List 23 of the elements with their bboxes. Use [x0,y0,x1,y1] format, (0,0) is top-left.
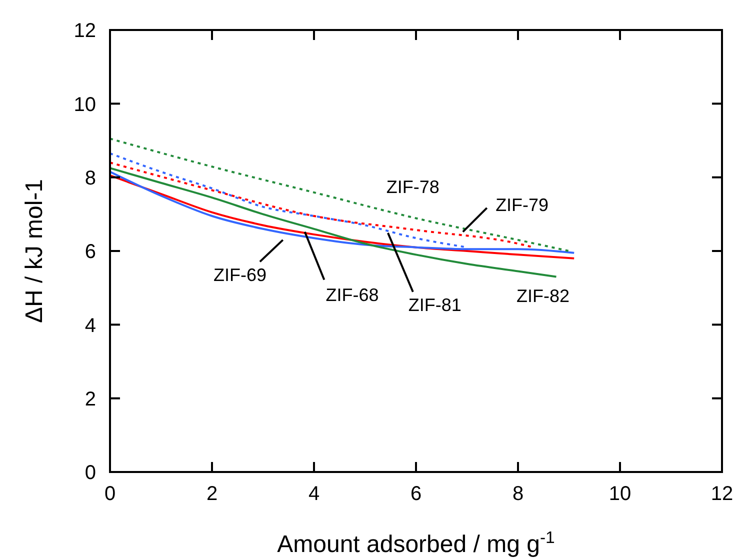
x-tick-label: 0 [104,483,116,506]
y-axis-title: ΔH / kJ mol-1 [21,178,48,324]
x-tick-label: 4 [308,483,320,506]
x-tick-label: 10 [608,483,632,506]
y-tick-label: 4 [84,314,96,337]
line-series [110,138,570,252]
x-tick-label: 12 [710,483,734,506]
series-label: ZIF-78 [386,177,440,198]
text: ZIF-68 [326,285,379,306]
x-tick-label: 2 [206,483,218,506]
y-tick-label: 10 [74,94,96,116]
text: ZIF-81 [408,295,462,316]
x-tick-label: 6 [410,483,422,506]
x-tick-label: 8 [512,483,524,506]
series-label: ZIF-82 [516,286,570,306]
y-tick-label: 0 [84,462,96,484]
y-tick-label: 6 [84,241,96,264]
y-tick-label: 2 [84,388,96,410]
y-tick-label: 12 [74,20,96,42]
series-label: ZIF-79 [496,194,549,215]
series-label: ZIF-69 [214,265,267,286]
y-tick-label: 8 [84,167,96,190]
x-axis-title: Amount adsorbed / mg g$^{-1}$ [277,528,555,558]
